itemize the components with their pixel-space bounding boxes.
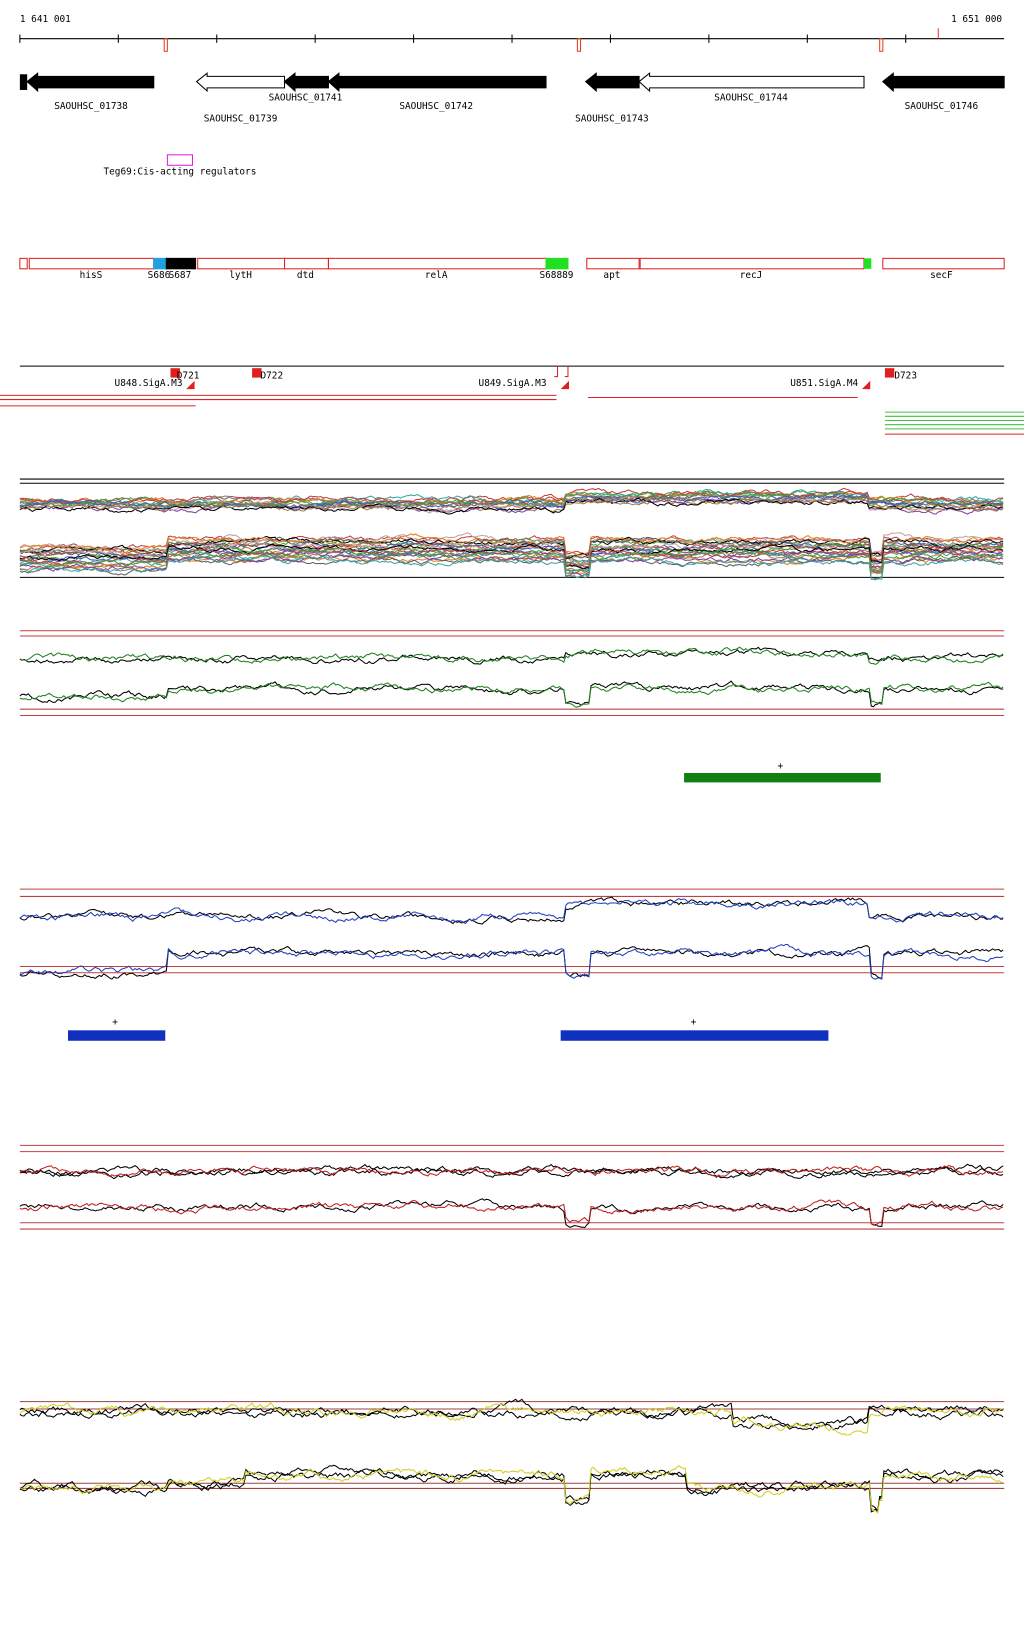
signal-trace xyxy=(19,533,1004,560)
promoter-flag xyxy=(861,380,871,390)
feature-label: apt xyxy=(603,270,620,281)
signal-trace xyxy=(19,1165,1004,1179)
promoter-label: D721 xyxy=(177,371,200,382)
ruler-start: 1 641 001 xyxy=(20,14,71,25)
promoter-label: D723 xyxy=(894,371,917,382)
gene-arrow xyxy=(283,72,329,93)
signal-trace xyxy=(19,496,1004,515)
gene-label: SAOUHSC_01738 xyxy=(54,101,128,112)
signal-trace xyxy=(19,540,1004,566)
promoter-label: U851.SigA.M4 xyxy=(790,378,858,389)
gene-label: SAOUHSC_01741 xyxy=(269,92,343,103)
promoter-bracket xyxy=(554,366,559,378)
promoter-mark xyxy=(170,368,180,378)
feature xyxy=(863,258,872,269)
signal-trace xyxy=(19,1199,1004,1227)
gene-arrow xyxy=(584,72,640,93)
feature xyxy=(882,257,1005,270)
feature xyxy=(586,257,640,270)
promoter-flag xyxy=(186,380,195,390)
gene-arrow xyxy=(195,72,286,93)
signal-trace xyxy=(19,497,1004,515)
segment-bar xyxy=(560,1030,829,1041)
feature-label: lytH xyxy=(229,270,252,281)
feature xyxy=(28,257,155,270)
segment-mark: + xyxy=(777,761,783,772)
gene-label: SAOUHSC_01744 xyxy=(714,92,788,103)
feature xyxy=(197,257,286,270)
signal-trace xyxy=(19,646,1004,666)
signal-trace xyxy=(19,896,1004,925)
feature-label: secF xyxy=(930,270,953,281)
gene-arrow xyxy=(882,72,1005,93)
signal-trace xyxy=(19,898,1004,925)
feature-label: S686 xyxy=(148,270,171,281)
regulator-label: Teg69:Cis-acting regulators xyxy=(103,167,256,178)
signal-trace xyxy=(19,553,1004,577)
feature-label: recJ xyxy=(740,270,763,281)
feature-label: dtd xyxy=(297,270,314,281)
gene-arrow xyxy=(26,72,155,93)
ruler-mark xyxy=(163,38,168,52)
segment-bar xyxy=(684,772,881,783)
signal-trace xyxy=(19,1464,1004,1514)
segment-mark: + xyxy=(112,1017,118,1028)
feature xyxy=(165,257,197,270)
feature xyxy=(545,257,569,270)
signal-trace xyxy=(19,492,1004,510)
gene-label: SAOUHSC_01743 xyxy=(575,113,649,124)
signal-trace xyxy=(19,1164,1004,1179)
signal-trace xyxy=(19,945,1004,980)
feature-label: S687 xyxy=(169,270,192,281)
segment-mark: + xyxy=(691,1017,697,1028)
signal-trace xyxy=(19,547,1004,573)
feature xyxy=(19,257,28,270)
signal-trace xyxy=(19,1398,1004,1430)
feature xyxy=(283,257,329,270)
signal-trace xyxy=(19,496,1004,511)
signal-trace xyxy=(19,681,1004,708)
feature-label: hisS xyxy=(80,270,103,281)
gene-label: SAOUHSC_01742 xyxy=(399,101,473,112)
promoter-flag xyxy=(560,380,570,390)
promoter-label: U848.SigA.M3 xyxy=(115,378,183,389)
signal-trace xyxy=(19,680,1004,708)
promoter-label: U849.SigA.M3 xyxy=(479,378,547,389)
signal-trace xyxy=(19,545,1004,571)
signal-trace xyxy=(19,555,1004,581)
feature-label: S68889 xyxy=(539,270,573,281)
promoter-label: D722 xyxy=(260,371,283,382)
signal-trace xyxy=(19,1464,1004,1512)
regulator-box xyxy=(166,154,193,166)
gene-label: SAOUHSC_01739 xyxy=(204,113,278,124)
signal-trace xyxy=(19,1163,1004,1180)
ruler-end: 1 651 000 xyxy=(951,14,1002,25)
signal-trace xyxy=(19,554,1004,576)
gene-stub xyxy=(19,74,28,90)
signal-trace xyxy=(19,487,1004,506)
gene-arrow xyxy=(638,72,865,93)
signal-trace xyxy=(19,646,1004,665)
signal-trace xyxy=(19,1402,1004,1436)
feature xyxy=(639,257,865,270)
signal-trace xyxy=(19,1469,1004,1514)
gene-label: SAOUHSC_01746 xyxy=(905,101,979,112)
signal-trace xyxy=(19,1402,1004,1431)
ruler-mark xyxy=(576,38,582,52)
promoter-mark xyxy=(884,368,895,378)
signal-trace xyxy=(19,943,1004,980)
feature xyxy=(153,257,167,270)
promoter-mark xyxy=(252,368,262,378)
gene-arrow xyxy=(327,72,547,93)
feature-label: relA xyxy=(425,270,448,281)
ruler-mark xyxy=(879,38,884,52)
promoter-bracket xyxy=(564,366,569,378)
feature xyxy=(327,257,547,270)
segment-bar xyxy=(67,1030,166,1041)
signal-trace xyxy=(19,1198,1004,1229)
